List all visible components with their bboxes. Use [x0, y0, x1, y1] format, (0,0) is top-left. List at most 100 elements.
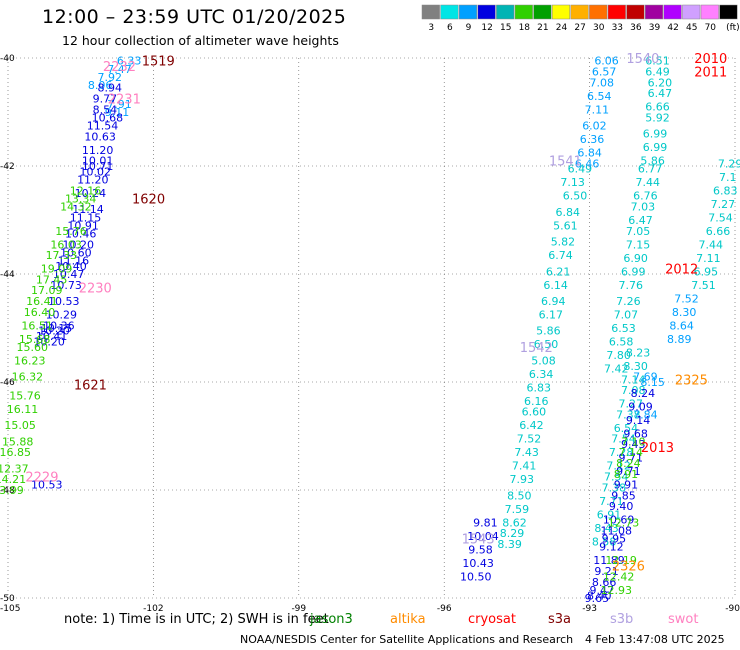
- scale-label: (ft): [726, 23, 740, 33]
- data-point-label: 7.38: [616, 408, 641, 421]
- scale-swatch: [421, 4, 440, 20]
- data-point-label: 15.68: [19, 333, 51, 346]
- data-point-label: 12.93: [601, 584, 633, 597]
- pass-label: 1543: [462, 533, 495, 548]
- data-point-label: 10.91: [67, 219, 99, 232]
- data-point-label: 8.39: [497, 538, 522, 551]
- data-point-label: 9.58: [468, 543, 493, 556]
- data-point-label: 10.71: [82, 160, 114, 173]
- data-point-label: 10.04: [467, 530, 499, 543]
- data-point-label: 7.29: [718, 157, 740, 170]
- pass-labels: 1519 2232 2231 1620 2230 1621 2229 1541 1542 1543…: [25, 52, 727, 575]
- data-point-label: 6.66: [645, 101, 670, 114]
- data-point-label: 7.47: [107, 63, 132, 76]
- data-point-label: 6.42: [519, 419, 544, 432]
- data-point-label: 6.16: [524, 395, 549, 408]
- data-point-label: 9.81: [473, 516, 498, 529]
- data-point-label: 7.69: [633, 371, 658, 384]
- pass-label: 2230: [79, 282, 112, 297]
- data-point-label: 10.20: [33, 336, 65, 349]
- data-point-label: 6.54: [614, 422, 639, 435]
- data-point-label: 5.86: [640, 155, 665, 168]
- data-point-label: 6.84: [577, 147, 602, 160]
- satellite-name: s3b: [610, 612, 634, 627]
- data-point-label: 5.92: [645, 111, 670, 124]
- data-point-label: 10.53: [48, 295, 80, 308]
- scale-label: 12: [481, 23, 492, 33]
- data-point-label: 16.85: [0, 446, 31, 459]
- data-point-label: 7.84: [633, 408, 658, 421]
- data-point-label: 7.05: [626, 225, 651, 238]
- scale-label: 39: [649, 23, 661, 33]
- scale-label: 9: [466, 23, 472, 33]
- data-point-label: 10.63: [84, 130, 116, 143]
- x-tick-label: -105: [0, 604, 20, 614]
- data-point-label: 17.09: [31, 284, 63, 297]
- data-point-label: 8.64: [669, 319, 694, 332]
- data-point-label: 6.57: [592, 66, 617, 79]
- satellite-names: jason3 altika cryosat s3a s3b swot: [0, 612, 740, 630]
- data-point-label: 11.20: [82, 144, 114, 157]
- data-point-label: 8.54: [93, 103, 118, 116]
- data-point-label: 8.43: [594, 522, 619, 535]
- scale-swatch: [477, 4, 496, 20]
- data-point-label: 9.47: [589, 584, 614, 597]
- scale-label: 27: [574, 23, 585, 33]
- scale-swatch: [496, 4, 515, 20]
- data-point-label: 6.84: [556, 206, 581, 219]
- scale-label: 3: [428, 23, 434, 33]
- data-point-label: 9.11: [105, 106, 130, 119]
- data-point-label: 7.92: [98, 71, 123, 84]
- data-point-label: 6.66: [706, 225, 731, 238]
- scale-label: 36: [630, 23, 642, 33]
- data-point-label: 8.40: [587, 589, 612, 602]
- pass-label: 1620: [132, 192, 165, 207]
- data-point-label: 7.11: [696, 252, 721, 265]
- data-point-label: 7.52: [517, 433, 542, 446]
- data-point-label: 16.11: [7, 403, 39, 416]
- wave-height-points: 6.337.477.928.067.919.118.949.778.5410.6…: [0, 55, 740, 605]
- y-tick-label: -40: [0, 54, 15, 64]
- data-point-label: 7.12: [606, 460, 631, 473]
- data-point-label: 7.1: [719, 171, 737, 184]
- color-scale-legend: 3 6 9 12 15 18 21 24 27 30 33 36 39 42 45 70 (ft): [421, 4, 740, 33]
- data-point-label: 8.29: [500, 527, 525, 540]
- data-point-label: 6.46: [575, 157, 600, 170]
- data-point-label: 7.51: [691, 279, 716, 292]
- data-point-label: 9.71: [619, 452, 644, 465]
- data-point-label: 7.27: [711, 198, 736, 211]
- data-point-label: 7.13: [560, 176, 585, 189]
- scale-label: 33: [612, 23, 623, 33]
- data-point-label: 9.77: [93, 93, 118, 106]
- pass-label: 1621: [74, 379, 107, 394]
- data-point-label: 10.46: [65, 228, 97, 241]
- data-point-label: 10.47: [53, 268, 85, 281]
- scale-swatch: [607, 4, 626, 20]
- pass-label: 1542: [520, 341, 553, 356]
- data-point-label: 12.16: [70, 184, 102, 197]
- data-point-label: 7.14: [621, 373, 646, 386]
- data-point-label: 7.10: [621, 435, 646, 448]
- data-point-label: 11.54: [87, 120, 119, 133]
- scale-label: 15: [500, 23, 511, 33]
- data-point-label: 5.86: [536, 325, 561, 338]
- scale-swatch: [626, 4, 645, 20]
- data-point-label: 8.91: [614, 468, 639, 481]
- data-point-label: 10.68: [92, 111, 124, 124]
- data-point-label: 10.20: [63, 238, 95, 251]
- pass-label: 2012: [665, 263, 698, 278]
- pass-label: 2013: [641, 441, 674, 456]
- data-point-label: 10.50: [460, 570, 492, 583]
- data-point-label: 9.40: [609, 500, 634, 513]
- data-point-label: 7.59: [505, 503, 530, 516]
- scale-swatch: [719, 4, 738, 20]
- data-point-label: 8.89: [667, 333, 692, 346]
- data-point-label: 6.83: [526, 381, 551, 394]
- data-point-label: 16.41: [26, 295, 58, 308]
- y-tick-label: -48: [0, 486, 15, 496]
- satellite-name: altika: [390, 612, 426, 627]
- data-point-label: 7.28: [609, 446, 634, 459]
- data-point-label: 10.41: [36, 330, 68, 343]
- data-point-label: 7.93: [509, 473, 534, 486]
